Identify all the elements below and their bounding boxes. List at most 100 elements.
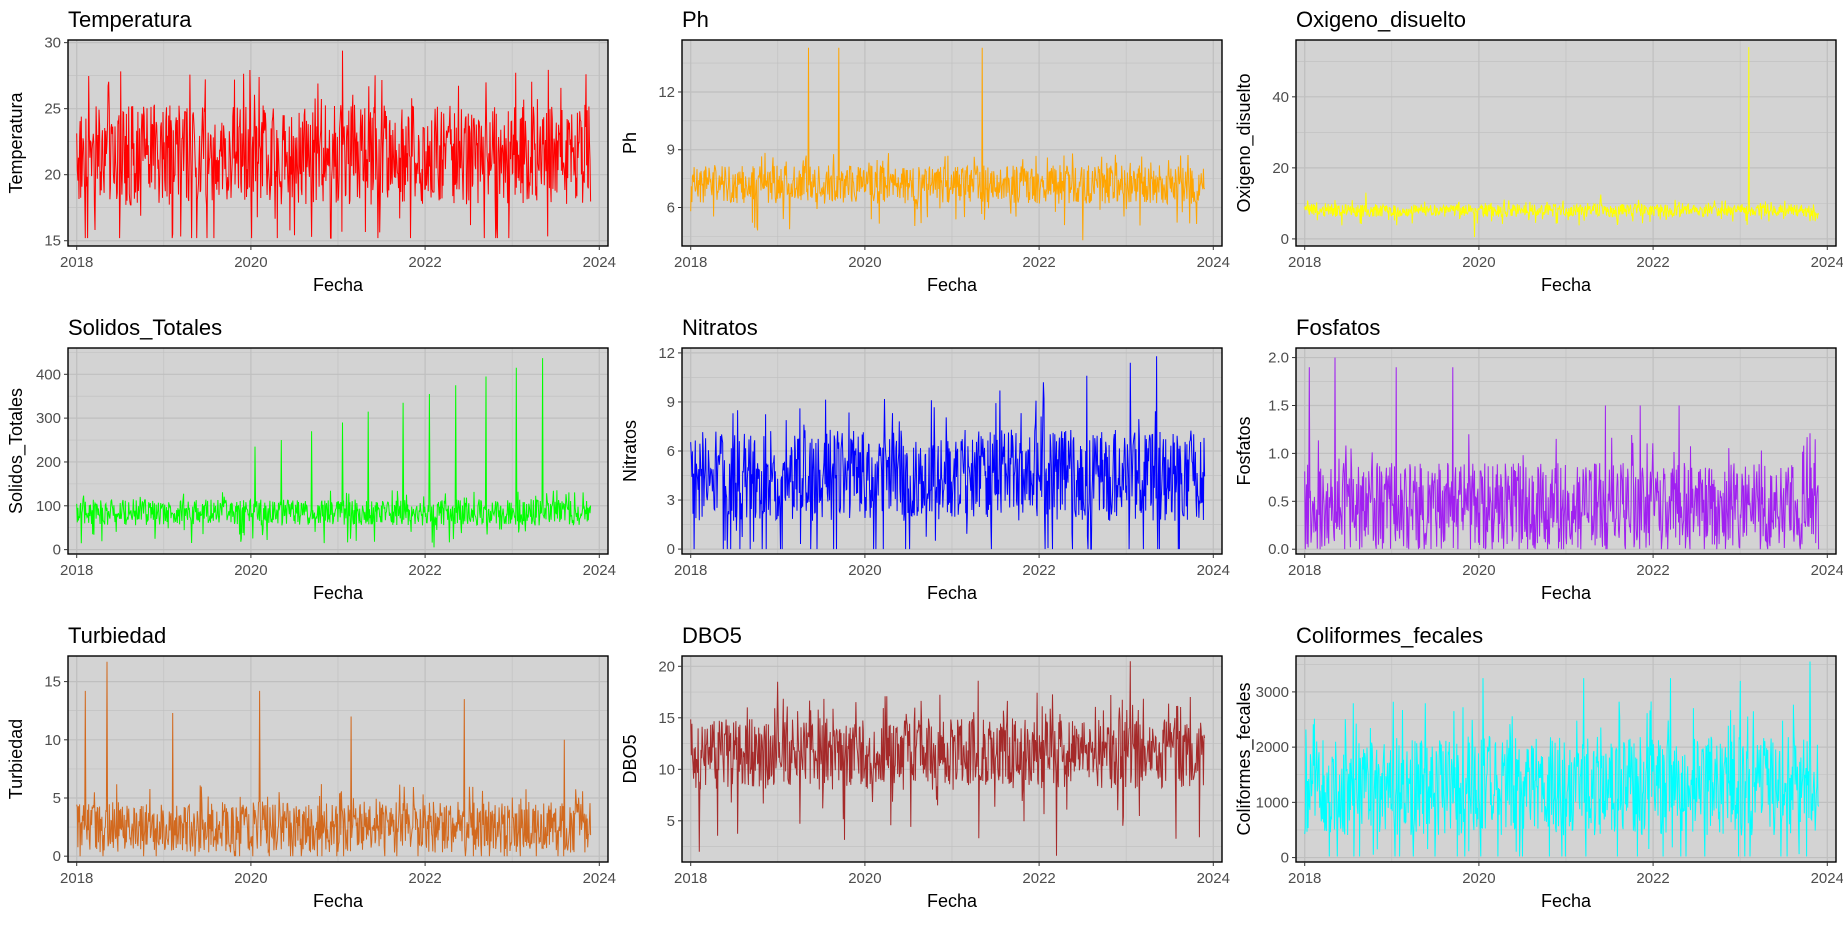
y-tick-label: 15 [44,233,61,250]
y-tick-label: 0.0 [1268,541,1289,558]
chart-title: Ph [682,7,709,32]
plot-border [67,347,609,555]
y-tick-label: 10 [658,761,675,778]
x-tick-label: 2018 [674,562,707,579]
y-axis-label: Turbiedad [6,719,26,799]
x-axis-label: Fecha [313,891,364,911]
x-tick-label: 2022 [1022,254,1055,271]
x-tick-label: 2024 [1811,870,1843,887]
x-tick-label: 2024 [1197,254,1230,271]
chart-svg: Turbiedad 0 5 10 15 2018 2020 2022 2024 Fecha Turb… [6,623,616,911]
plot-border [681,39,1223,247]
chart-title: Turbiedad [68,623,166,648]
x-tick-label: 2020 [234,870,267,887]
y-tick-label: 20 [658,658,675,675]
panel-solidos-totales: Solidos_Totales 0 100 200 300 400 2018 2020 2022… [0,308,616,616]
series-line [690,661,1206,856]
y-tick-label: 12 [658,84,675,101]
x-tick-label: 2020 [234,562,267,579]
x-axis-label: Fecha [1541,891,1592,911]
y-tick-label: 0 [1281,231,1289,248]
y-tick-label: 1.0 [1268,445,1289,462]
x-tick-label: 2022 [1636,254,1669,271]
y-tick-label: 15 [44,674,61,691]
panel-turbiedad: Turbiedad 0 5 10 15 2018 2020 2022 2024 Fecha Turb… [0,616,616,924]
chart-title: DBO5 [682,623,742,648]
x-tick-label: 2018 [1288,254,1321,271]
x-tick-label: 2024 [583,870,616,887]
y-tick-label: 100 [36,498,61,515]
panel-fosfatos: Fosfatos 0.0 0.5 1.0 1.5 2.0 2018 2020 2022 2024 F… [1228,308,1843,616]
y-tick-label: 6 [667,443,675,460]
x-axis-label: Fecha [313,275,364,295]
y-axis-label: Fosfatos [1234,416,1254,485]
chart-svg: Temperatura 15 20 25 30 2018 2020 2022 2024 Fecha… [6,7,616,295]
chart-title: Temperatura [68,7,192,32]
x-tick-label: 2020 [848,254,881,271]
x-axis-label: Fecha [1541,275,1592,295]
chart-svg: Nitratos 0 3 6 9 12 2018 2020 2022 2024 Fecha Nitra… [620,315,1230,603]
x-tick-label: 2024 [1811,562,1843,579]
y-tick-label: 200 [36,454,61,471]
y-tick-label: 20 [44,167,61,184]
y-tick-label: 20 [1272,160,1289,177]
chart-svg: Coliformes_fecales 0 1000 2000 3000 2018 2020 2… [1234,623,1843,911]
y-axis-label: Nitratos [620,420,640,482]
series-line [690,47,1206,241]
x-tick-label: 2020 [848,562,881,579]
x-tick-label: 2020 [1462,254,1495,271]
y-tick-label: 5 [667,813,675,830]
x-axis-label: Fecha [927,275,978,295]
y-axis-label: Solidos_Totales [6,388,27,514]
series-line [76,661,592,857]
x-tick-label: 2018 [1288,870,1321,887]
y-tick-label: 1000 [1256,794,1289,811]
y-axis-label: DBO5 [620,734,640,783]
x-tick-label: 2020 [848,870,881,887]
y-tick-label: 3000 [1256,684,1289,701]
y-axis-label: Oxigeno_disuelto [1234,73,1255,212]
y-tick-label: 15 [658,710,675,727]
chart-title: Nitratos [682,315,758,340]
panel-temperatura: Temperatura 15 20 25 30 2018 2020 2022 2024 Fecha… [0,0,616,308]
x-axis-label: Fecha [313,583,364,603]
y-tick-label: 1.5 [1268,397,1289,414]
series-line [76,50,592,239]
chart-title: Fosfatos [1296,315,1380,340]
plot-border [67,655,609,863]
series-line [1304,47,1820,238]
x-tick-label: 2022 [1636,870,1669,887]
x-tick-label: 2024 [1197,870,1230,887]
x-tick-label: 2020 [1462,562,1495,579]
x-tick-label: 2018 [60,562,93,579]
y-tick-label: 9 [667,142,675,159]
panel-dbo5: DBO5 5 10 15 20 2018 2020 2022 2024 Fecha DBO5 [614,616,1230,924]
y-tick-label: 0.5 [1268,493,1289,510]
chart-svg: DBO5 5 10 15 20 2018 2020 2022 2024 Fecha DBO5 [620,623,1230,911]
x-tick-label: 2024 [1811,254,1843,271]
y-tick-label: 40 [1272,89,1289,106]
x-tick-label: 2024 [583,254,616,271]
y-tick-label: 2.0 [1268,350,1289,367]
series-line [76,358,592,548]
y-tick-label: 400 [36,366,61,383]
chart-title: Coliformes_fecales [1296,623,1483,648]
y-tick-label: 3 [667,492,675,509]
y-tick-label: 25 [44,101,61,118]
y-tick-label: 12 [658,345,675,362]
y-tick-label: 2000 [1256,739,1289,756]
series-line [1304,357,1820,550]
y-tick-label: 6 [667,199,675,216]
x-tick-label: 2024 [583,562,616,579]
x-axis-label: Fecha [1541,583,1592,603]
x-tick-label: 2022 [408,870,441,887]
x-tick-label: 2022 [1636,562,1669,579]
x-tick-label: 2022 [1022,562,1055,579]
chart-svg: Solidos_Totales 0 100 200 300 400 2018 2020 2022… [6,315,616,603]
x-axis-label: Fecha [927,891,978,911]
x-axis-label: Fecha [927,583,978,603]
chart-svg: Fosfatos 0.0 0.5 1.0 1.5 2.0 2018 2020 2022 2024 F… [1234,315,1843,603]
panel-nitratos: Nitratos 0 3 6 9 12 2018 2020 2022 2024 Fecha Nitra… [614,308,1230,616]
plot-border [1295,655,1837,863]
